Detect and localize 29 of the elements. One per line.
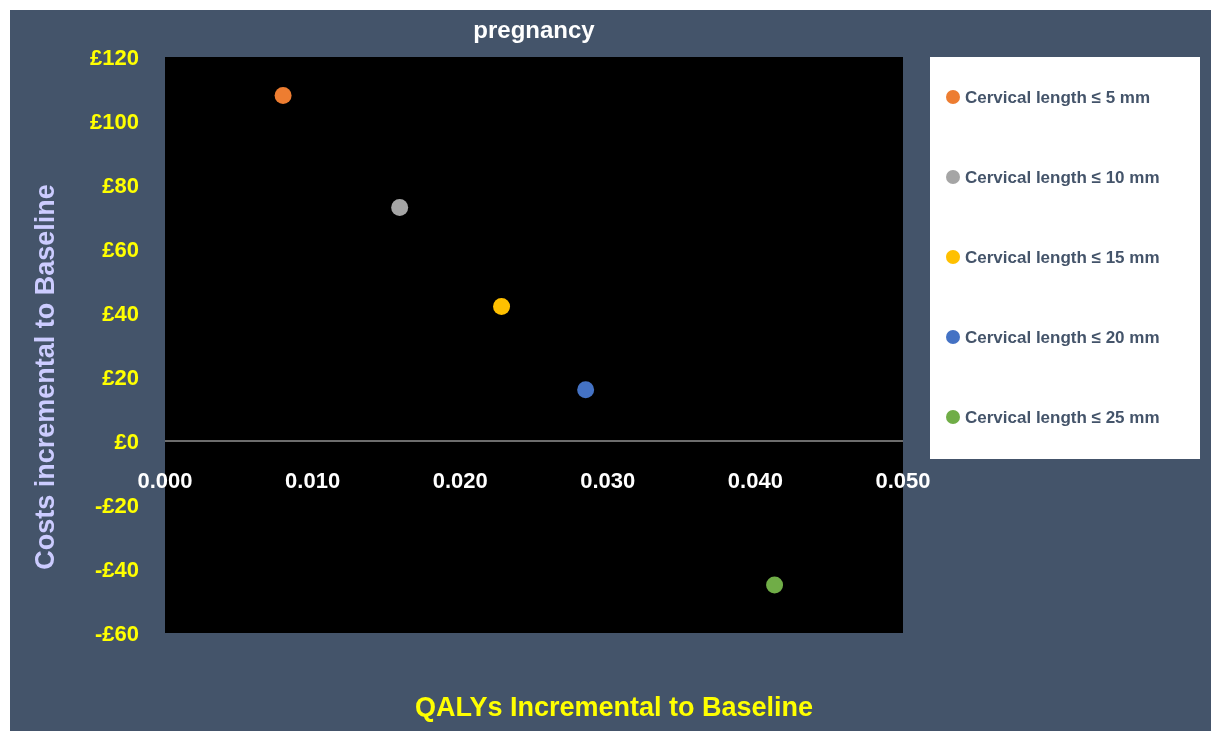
y-tick-label: -£60 <box>94 620 139 646</box>
x-tick-label: 0.020 <box>432 468 488 493</box>
legend-label: Cervical length ≤ 20 mm <box>965 327 1160 347</box>
legend-label: Cervical length ≤ 15 mm <box>965 247 1160 267</box>
point <box>391 198 409 216</box>
x-tick-label: 0.050 <box>875 468 931 493</box>
chart-title: pregnancy <box>473 16 596 43</box>
legend-label: Cervical length ≤ 25 mm <box>965 407 1160 427</box>
legend-label: Cervical length ≤ 10 mm <box>965 167 1160 187</box>
x-tick-label: 0.040 <box>727 468 783 493</box>
y-tick-label: -£20 <box>94 492 139 518</box>
y-tick-label: £0 <box>114 428 139 454</box>
y-tick-label: £40 <box>102 300 139 326</box>
legend-label: Cervical length ≤ 5 mm <box>965 87 1151 107</box>
y-tick-label: £120 <box>90 44 139 70</box>
y-tick-label: £80 <box>102 172 139 198</box>
y-tick-label: £20 <box>102 364 139 390</box>
y-tick-label: £100 <box>90 108 139 134</box>
x-axis-title: QALYs Incremental to Baseline <box>414 692 814 722</box>
point <box>493 298 511 316</box>
y-axis-title: Costs incremental to Baseline <box>30 184 60 570</box>
x-tick-label: 0.010 <box>285 468 341 493</box>
y-tick-label: -£40 <box>94 556 139 582</box>
point <box>766 576 784 594</box>
y-tick-label: £60 <box>102 236 139 262</box>
x-tick-label: 0.000 <box>137 468 193 493</box>
x-tick-label: 0.030 <box>580 468 636 493</box>
point <box>274 86 292 104</box>
point <box>577 381 595 399</box>
